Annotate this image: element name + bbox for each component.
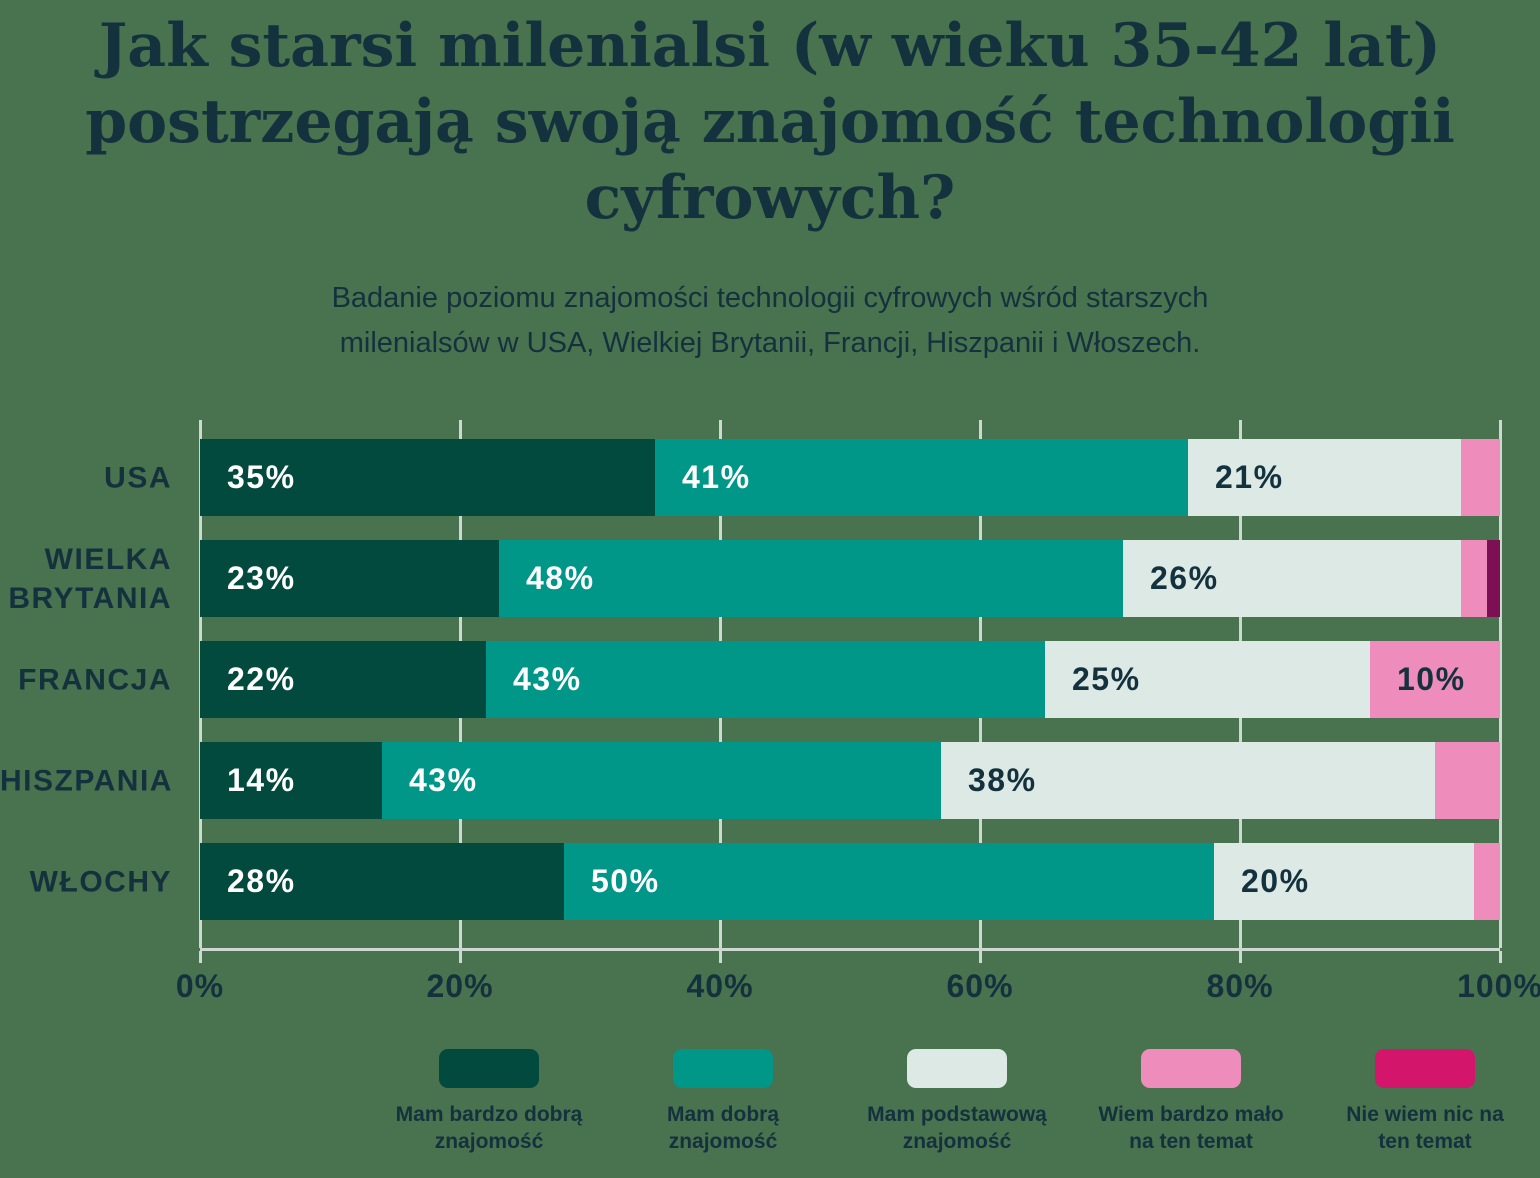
bar-segment: 10% [1370, 641, 1500, 718]
bar-value-label: 20% [1241, 863, 1310, 899]
bar-value-label: 26% [1150, 560, 1219, 596]
x-axis-tick-label: 100% [1457, 968, 1540, 1004]
legend-label-line: Mam dobrą [666, 1103, 779, 1126]
bar-segment [1461, 540, 1487, 617]
chart-subtitle-line-2: milenialsów w USA, Wielkiej Brytanii, Fr… [339, 327, 1201, 359]
legend-label-line: znajomość [668, 1130, 778, 1153]
bar-segment: 14% [200, 742, 382, 819]
bar-segment [1487, 540, 1500, 617]
bar-value-label: 10% [1397, 661, 1466, 697]
category-label: WIELKA BRYTANIA [8, 542, 172, 615]
category-label: WŁOCHY [29, 865, 172, 898]
bar-value-label: 50% [591, 863, 660, 899]
axis-tick-mark [1238, 951, 1242, 963]
bar-segment: 28% [200, 843, 564, 920]
axis-tick-mark [198, 951, 202, 963]
legend-item: Mam bardzo dobrą znajomość [372, 1049, 606, 1155]
bar-row: 35% 41% 21% [200, 439, 1500, 516]
bar-value-label: 48% [526, 560, 595, 596]
legend-item: Nie wiem nic na ten temat [1308, 1049, 1540, 1155]
legend-label-line: Mam bardzo dobrą [395, 1103, 583, 1126]
bar-segment: 48% [499, 540, 1123, 617]
chart-title: Jak starsi milenialsi (w wieku 35-42 lat… [0, 8, 1540, 236]
legend-swatch [907, 1049, 1007, 1088]
bar-value-label: 22% [227, 661, 296, 697]
bar-value-label: 25% [1072, 661, 1141, 697]
chart-title-line-2: postrzegają swoją znajomość technologii [85, 87, 1455, 157]
bar-segment: 20% [1214, 843, 1474, 920]
bar-segment: 21% [1188, 439, 1461, 516]
bar-segment: 22% [200, 641, 486, 718]
legend-label: Nie wiem nic na ten temat [1346, 1101, 1504, 1155]
legend: Mam bardzo dobrą znajomość Mam dobrą znajom… [372, 1049, 1540, 1155]
bar-value-label: 43% [513, 661, 582, 697]
legend-label: Wiem bardzo mało na ten temat [1098, 1101, 1283, 1155]
bar-segment: 41% [655, 439, 1188, 516]
bar-row: 23% 48% 26% [200, 540, 1500, 617]
bar-segment: 43% [486, 641, 1045, 718]
bar-row: 28% 50% 20% [200, 843, 1500, 920]
legend-swatch [1141, 1049, 1241, 1088]
bar-segment [1461, 439, 1500, 516]
legend-item: Wiem bardzo mało na ten temat [1074, 1049, 1308, 1155]
legend-label-line: Mam podstawową [867, 1103, 1047, 1126]
bar-value-label: 41% [682, 459, 751, 495]
bar-segment: 38% [941, 742, 1435, 819]
legend-swatch [439, 1049, 539, 1088]
category-label: FRANCJA [18, 663, 172, 696]
axis-tick-mark [1498, 951, 1502, 963]
chart-title-line-1: Jak starsi milenialsi (w wieku 35-42 lat… [98, 11, 1442, 81]
bar-value-label: 38% [968, 762, 1037, 798]
bar-segment: 23% [200, 540, 499, 617]
x-axis-tick-label: 20% [426, 968, 494, 1004]
category-label: HISZPANIA [0, 764, 173, 797]
bar-value-label: 28% [227, 863, 296, 899]
bar-segment: 35% [200, 439, 655, 516]
x-axis-tick-label: 80% [1206, 968, 1274, 1004]
gridline [1498, 420, 1502, 948]
bar-segment [1474, 843, 1500, 920]
chart-subtitle: Badanie poziomu znajomości technologii c… [0, 276, 1540, 366]
legend-label-line: na ten temat [1129, 1130, 1253, 1153]
plot-area: 35% 41% 21% 23% 48% 26% 22% 43% 25% 10% 14% 43% 38% 2… [198, 420, 1502, 963]
chart-subtitle-line-1: Badanie poziomu znajomości technologii c… [331, 282, 1209, 314]
legend-label: Mam bardzo dobrą znajomość [396, 1101, 583, 1155]
bar-value-label: 43% [409, 762, 478, 798]
x-axis-tick-label: 40% [686, 968, 754, 1004]
legend-label-line: znajomość [434, 1130, 544, 1153]
bar-value-label: 14% [227, 762, 296, 798]
bar-segment [1435, 742, 1500, 819]
bar-row: 22% 43% 25% 10% [200, 641, 1500, 718]
bar-row: 14% 43% 38% [200, 742, 1500, 819]
legend-label: Mam podstawową znajomość [867, 1101, 1047, 1155]
legend-label: Mam dobrą znajomość [667, 1101, 779, 1155]
bar-segment: 50% [564, 843, 1214, 920]
legend-swatch [673, 1049, 773, 1088]
bar-value-label: 21% [1215, 459, 1284, 495]
bar-value-label: 23% [227, 560, 296, 596]
bar-segment: 43% [382, 742, 941, 819]
legend-item: Mam podstawową znajomość [840, 1049, 1074, 1155]
legend-label-line: znajomość [902, 1130, 1012, 1153]
axis-tick-mark [978, 951, 982, 963]
bar-value-label: 35% [227, 459, 296, 495]
axis-tick-mark [458, 951, 462, 963]
bar-segment: 26% [1123, 540, 1461, 617]
bar-segment: 25% [1045, 641, 1370, 718]
legend-swatch [1375, 1049, 1475, 1088]
axis-tick-mark [718, 951, 722, 963]
legend-label-line: Wiem bardzo mało [1098, 1103, 1284, 1126]
chart-title-line-3: cyfrowych? [584, 163, 956, 233]
legend-item: Mam dobrą znajomość [606, 1049, 840, 1155]
legend-label-line: ten temat [1378, 1130, 1472, 1153]
category-label: USA [104, 461, 172, 494]
legend-label-line: Nie wiem nic na [1346, 1103, 1504, 1126]
x-axis-tick-label: 0% [175, 968, 225, 1004]
x-axis-tick-label: 60% [946, 968, 1014, 1004]
